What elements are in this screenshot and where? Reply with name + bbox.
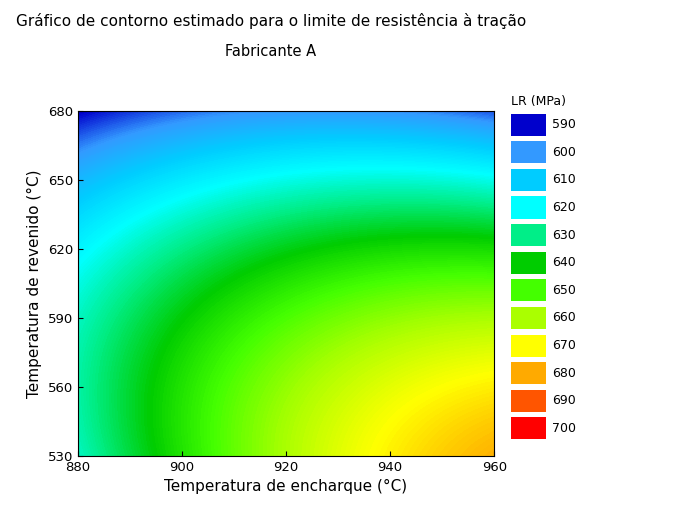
Text: LR (MPa): LR (MPa) bbox=[511, 95, 566, 108]
Text: 670: 670 bbox=[552, 339, 575, 352]
Text: 600: 600 bbox=[552, 146, 575, 159]
Text: 690: 690 bbox=[552, 394, 575, 407]
Text: 640: 640 bbox=[552, 256, 575, 269]
Text: 610: 610 bbox=[552, 174, 575, 186]
Text: Gráfico de contorno estimado para o limite de resistência à tração: Gráfico de contorno estimado para o limi… bbox=[16, 13, 526, 29]
Text: 630: 630 bbox=[552, 229, 575, 242]
Y-axis label: Temperatura de revenido (°C): Temperatura de revenido (°C) bbox=[27, 169, 42, 398]
Text: Fabricante A: Fabricante A bbox=[225, 44, 316, 59]
Text: 680: 680 bbox=[552, 367, 575, 380]
Text: 650: 650 bbox=[552, 284, 575, 297]
Text: 620: 620 bbox=[552, 201, 575, 214]
Text: 660: 660 bbox=[552, 312, 575, 324]
Text: 590: 590 bbox=[552, 118, 575, 131]
X-axis label: Temperatura de encharque (°C): Temperatura de encharque (°C) bbox=[165, 479, 408, 494]
Text: 700: 700 bbox=[552, 422, 575, 435]
